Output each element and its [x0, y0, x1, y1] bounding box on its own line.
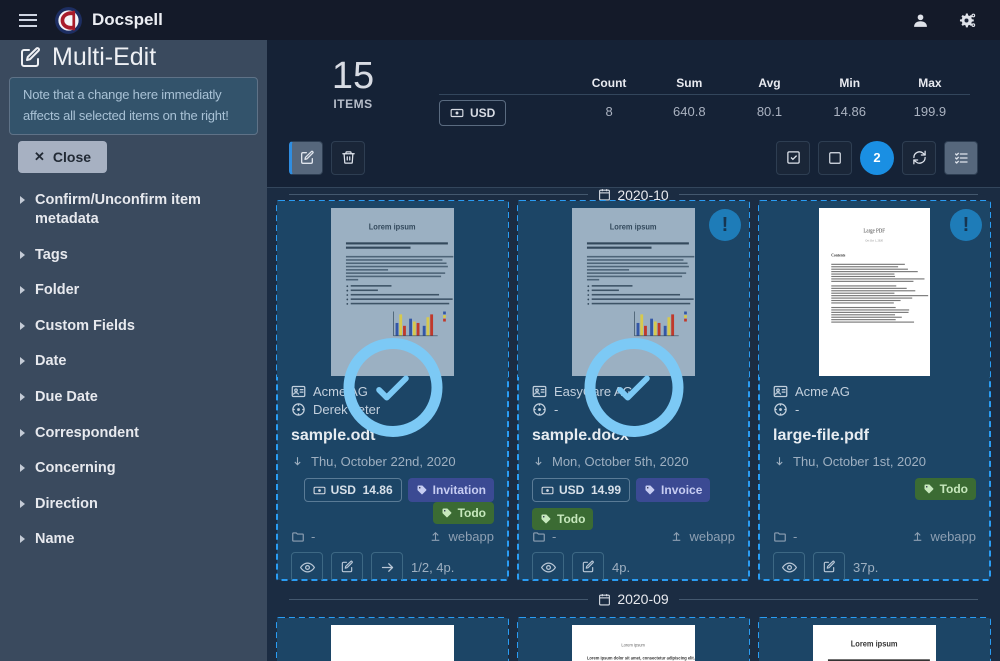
svg-text:Lorem ipsum: Lorem ipsum	[610, 222, 657, 231]
svg-text:Lorem ipsum: Lorem ipsum	[621, 642, 645, 647]
svg-text:Contents: Contents	[831, 252, 845, 257]
svg-text:Lorem ipsum: Lorem ipsum	[851, 639, 898, 648]
svg-text:Large PDF: Large PDF	[863, 228, 885, 234]
svg-text:Lorem ipsum: Lorem ipsum	[369, 222, 416, 231]
svg-text:Lorem ipsum dolor sit amet, co: Lorem ipsum dolor sit amet, consectetur …	[587, 655, 695, 660]
